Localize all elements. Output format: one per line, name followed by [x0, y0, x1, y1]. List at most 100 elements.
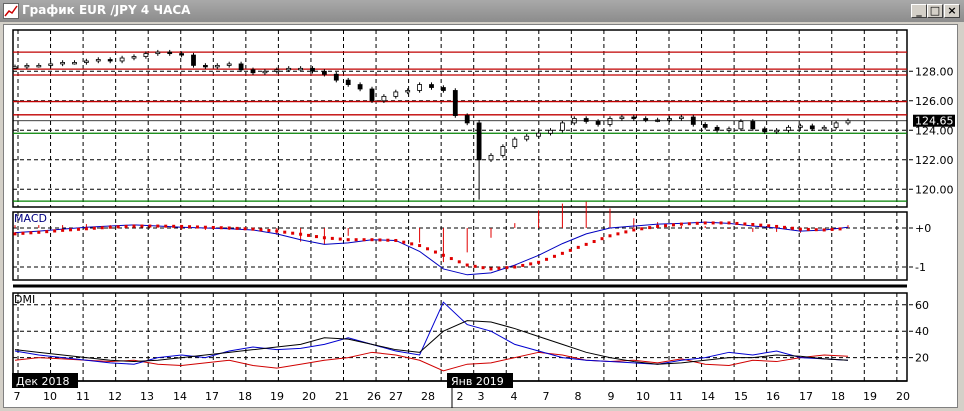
- candle-body: [24, 65, 30, 68]
- candle: [298, 66, 304, 71]
- candle-body: [167, 51, 173, 55]
- candle-body: [714, 126, 720, 131]
- month-label: Дек 2018: [16, 375, 70, 388]
- candle: [702, 122, 708, 130]
- candle-body: [595, 121, 601, 125]
- candle: [750, 119, 756, 132]
- candle-body: [726, 128, 732, 131]
- candle-body: [667, 118, 672, 121]
- time-tick-label: 10: [43, 390, 57, 403]
- candle-body: [488, 154, 494, 161]
- signal-dot: [592, 240, 596, 244]
- candle: [286, 66, 292, 73]
- signal-dot: [402, 240, 406, 244]
- dmi-tick-label: 20: [915, 352, 929, 365]
- signal-dot: [275, 229, 279, 233]
- candle: [488, 153, 494, 163]
- signal-dot: [322, 236, 326, 240]
- time-tick-label: 28: [421, 390, 435, 403]
- time-tick-label: 26: [367, 390, 381, 403]
- signal-dot: [664, 224, 668, 228]
- candle: [548, 128, 553, 136]
- candle-body: [333, 73, 339, 81]
- signal-dot: [790, 226, 794, 230]
- candle-body: [405, 90, 411, 93]
- candle-body: [381, 95, 387, 102]
- signal-dot: [656, 224, 660, 228]
- candle-body: [536, 132, 541, 137]
- candle: [809, 123, 815, 132]
- candle-body: [809, 125, 815, 130]
- candle: [738, 119, 744, 132]
- month-label-box: [447, 373, 513, 388]
- signal-dot: [148, 224, 152, 228]
- candle: [321, 69, 327, 77]
- signal-dot: [346, 238, 350, 242]
- candle: [107, 57, 113, 64]
- signal-dot: [671, 223, 675, 227]
- signal-dot: [370, 238, 374, 242]
- candle: [440, 85, 446, 93]
- signal-dot: [600, 237, 604, 241]
- candle: [643, 116, 649, 123]
- candle: [560, 120, 565, 133]
- candle-body: [119, 57, 125, 62]
- signal-dot: [608, 234, 612, 238]
- signal-dot: [783, 225, 787, 229]
- signal-dot: [743, 222, 747, 226]
- signal-dot: [299, 232, 303, 236]
- plus-di-line: [14, 301, 849, 365]
- signal-dot: [211, 225, 215, 229]
- signal-dot: [426, 247, 430, 251]
- signal-dot: [568, 248, 572, 252]
- panel-dmi: [12, 292, 908, 382]
- candle: [619, 114, 625, 121]
- time-tick-label: 20: [302, 390, 316, 403]
- panel-price: [12, 29, 908, 208]
- time-tick-label: 4: [511, 390, 518, 403]
- signal-dot: [632, 228, 636, 232]
- signal-dot: [267, 228, 271, 232]
- candle-body: [12, 66, 18, 69]
- candle-body: [36, 65, 42, 68]
- close-button[interactable]: ×: [944, 4, 960, 18]
- candle: [119, 55, 125, 64]
- candle-body: [464, 115, 470, 124]
- signal-dot: [259, 228, 263, 232]
- candle: [226, 61, 232, 68]
- signal-dot: [195, 225, 199, 229]
- candle: [524, 133, 530, 142]
- time-tick-label: 18: [238, 390, 252, 403]
- signal-dot: [378, 238, 382, 242]
- signal-dot: [576, 245, 580, 249]
- candle-body: [786, 126, 791, 131]
- candle-body: [619, 116, 625, 119]
- minimize-button[interactable]: _: [911, 4, 927, 18]
- candle: [417, 82, 423, 93]
- signal-dot: [624, 230, 628, 234]
- price-tick-label: 120.00: [915, 183, 954, 196]
- signal-dot: [513, 265, 517, 269]
- time-tick-label: 8: [575, 390, 582, 403]
- signal-dot: [418, 244, 422, 248]
- candle: [24, 63, 30, 70]
- signal-dot: [116, 225, 120, 229]
- candle-body: [357, 84, 363, 90]
- candle-body: [643, 118, 649, 121]
- candle: [155, 49, 161, 56]
- signal-dot: [338, 237, 342, 241]
- candle: [536, 131, 541, 139]
- signal-dot: [100, 226, 104, 230]
- signal-dot: [552, 254, 556, 258]
- candle-body: [214, 65, 220, 68]
- candle-body: [762, 128, 768, 133]
- candle: [393, 89, 399, 99]
- signal-dot: [465, 263, 469, 267]
- signal-dot: [775, 224, 779, 228]
- signal-dot: [140, 224, 144, 228]
- time-tick-label: 19: [270, 390, 284, 403]
- time-tick-label: 2: [457, 390, 464, 403]
- maximize-button[interactable]: □: [927, 4, 943, 18]
- signal-dot: [727, 221, 731, 225]
